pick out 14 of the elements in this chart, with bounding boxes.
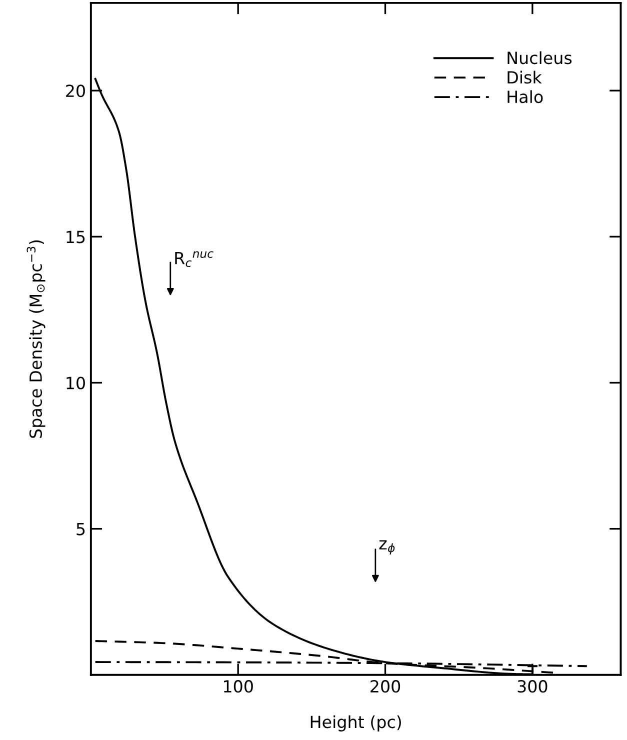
- legend-label: Disk: [508, 70, 542, 84]
- legend-label: Nucleus: [508, 51, 572, 64]
- y-tick-label: 5: [76, 522, 85, 536]
- annotation: z$_{ϕ}$: [379, 540, 395, 555]
- x-tick-label: 300: [518, 680, 548, 693]
- x-tick-label: 200: [370, 680, 400, 693]
- y-tick-label: 15: [66, 230, 85, 244]
- y-tick-label: 20: [66, 84, 85, 98]
- y-tick-label: 10: [66, 376, 85, 390]
- y-axis-title: Space Density (M$_{⊙}$pc$^{−3}$): [26, 240, 46, 438]
- annotation: R$_{c}$$^{nuc}$: [175, 251, 214, 268]
- legend-label: Halo: [508, 90, 543, 104]
- x-axis-title: Height (pc): [310, 715, 401, 732]
- x-tick-label: 100: [224, 680, 253, 693]
